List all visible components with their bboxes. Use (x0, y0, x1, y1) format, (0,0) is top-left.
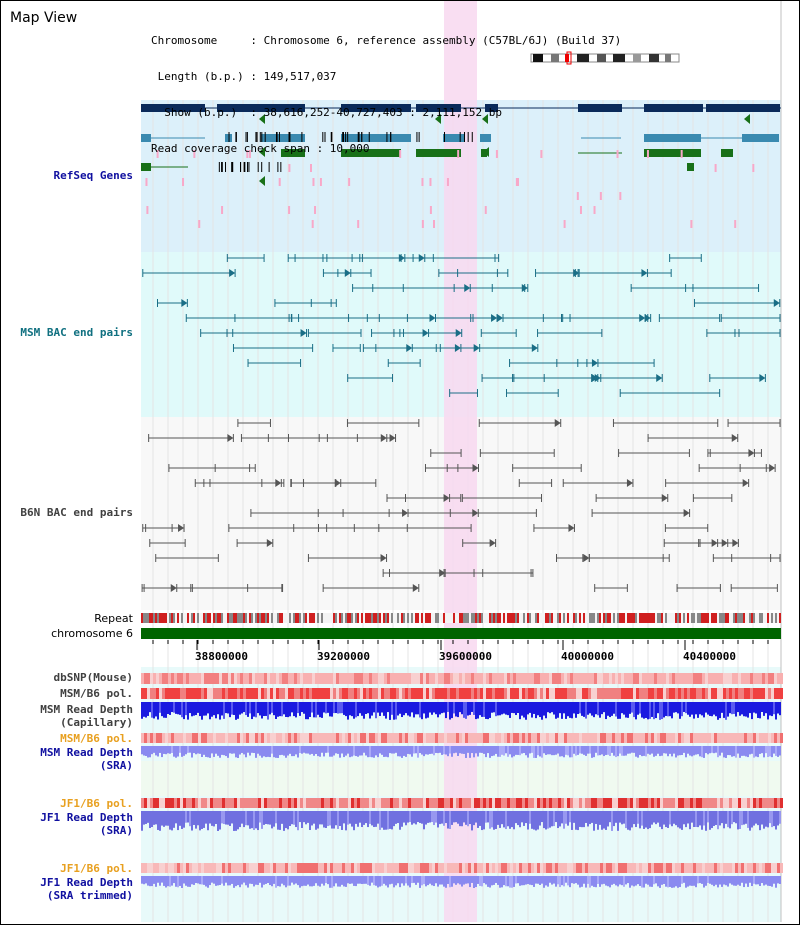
gene-feature (261, 134, 305, 142)
track-label-msm-b6-pol[interactable]: MSM/B6 pol. (60, 687, 133, 700)
gene-direction-arrow (259, 176, 265, 186)
page-title: Map View (10, 10, 78, 26)
gene-direction-arrow (259, 147, 265, 157)
chromosome-bar (141, 628, 781, 639)
axis-tick-label: 38800000 (195, 650, 248, 663)
info-line-length: Length (b.p.) : 149,517,037 (151, 70, 337, 83)
ideogram-position-marker (566, 51, 572, 65)
track-label-capillary: (Capillary) (60, 716, 133, 729)
track-label-sra-trimmed: (SRA trimmed) (46, 889, 133, 902)
gene-feature (644, 134, 701, 142)
track-label-msm-sra: (SRA) (99, 759, 133, 772)
info-line-chromosome: Chromosome : Chromosome 6, reference ass… (151, 34, 622, 47)
gene-feature (225, 134, 232, 142)
axis-tick-label: 40000000 (561, 650, 614, 663)
info-line-show: Show (b.p.) : 38,616,252-40,727,403 : 2,… (151, 106, 502, 119)
track-label-jf1-b6-pol-2[interactable]: JF1/B6 pol. (60, 862, 133, 875)
gene-direction-arrow (435, 114, 441, 124)
track-label-repeat: Repeat (94, 612, 133, 625)
track-label-jf1-read-depth-trimmed[interactable]: JF1 Read Depth (40, 876, 133, 889)
gene-direction-arrow (744, 114, 750, 124)
gene-feature (341, 134, 411, 142)
track-label-msm-read-depth-sra[interactable]: MSM Read Depth (40, 746, 133, 759)
track-label-jf1-read-depth-sra[interactable]: JF1 Read Depth (40, 811, 133, 824)
gene-direction-arrow (259, 114, 265, 124)
gene-direction-arrow (483, 147, 489, 157)
gene-feature (687, 163, 694, 171)
axis-tick-label: 39200000 (317, 650, 370, 663)
gene-feature (481, 149, 487, 157)
info-line-coverage-span: Read coverage check span : 10,000 (151, 142, 370, 155)
gene-feature (416, 149, 461, 157)
gene-feature (721, 149, 733, 157)
gene-feature (443, 134, 465, 142)
track-label-jf1-b6-pol[interactable]: JF1/B6 pol. (60, 797, 133, 810)
axis-tick-label: 39600000 (439, 650, 492, 663)
track-label-dbsnp[interactable]: dbSNP(Mouse) (53, 671, 133, 684)
track-label-chromosome: chromosome 6 (51, 627, 133, 640)
track-label-b6n-bac[interactable]: B6N BAC end pairs (20, 506, 133, 519)
gene-feature (480, 134, 491, 142)
gene-feature (281, 149, 305, 157)
gene-direction-arrow (482, 114, 488, 124)
track-label-msm-read-depth-capillary[interactable]: MSM Read Depth (40, 703, 133, 716)
track-label-msm-b6-pol-2[interactable]: MSM/B6 pol. (60, 732, 133, 745)
chromosome-info: Chromosome : Chromosome 6, reference ass… (151, 11, 621, 179)
track-label-jf1-sra: (SRA) (99, 824, 133, 837)
track-label-msm-bac[interactable]: MSM BAC end pairs (20, 326, 133, 339)
track-label-refseq-genes[interactable]: RefSeq Genes (53, 169, 133, 182)
axis-tick-label: 40400000 (683, 650, 736, 663)
gene-feature (341, 149, 401, 157)
